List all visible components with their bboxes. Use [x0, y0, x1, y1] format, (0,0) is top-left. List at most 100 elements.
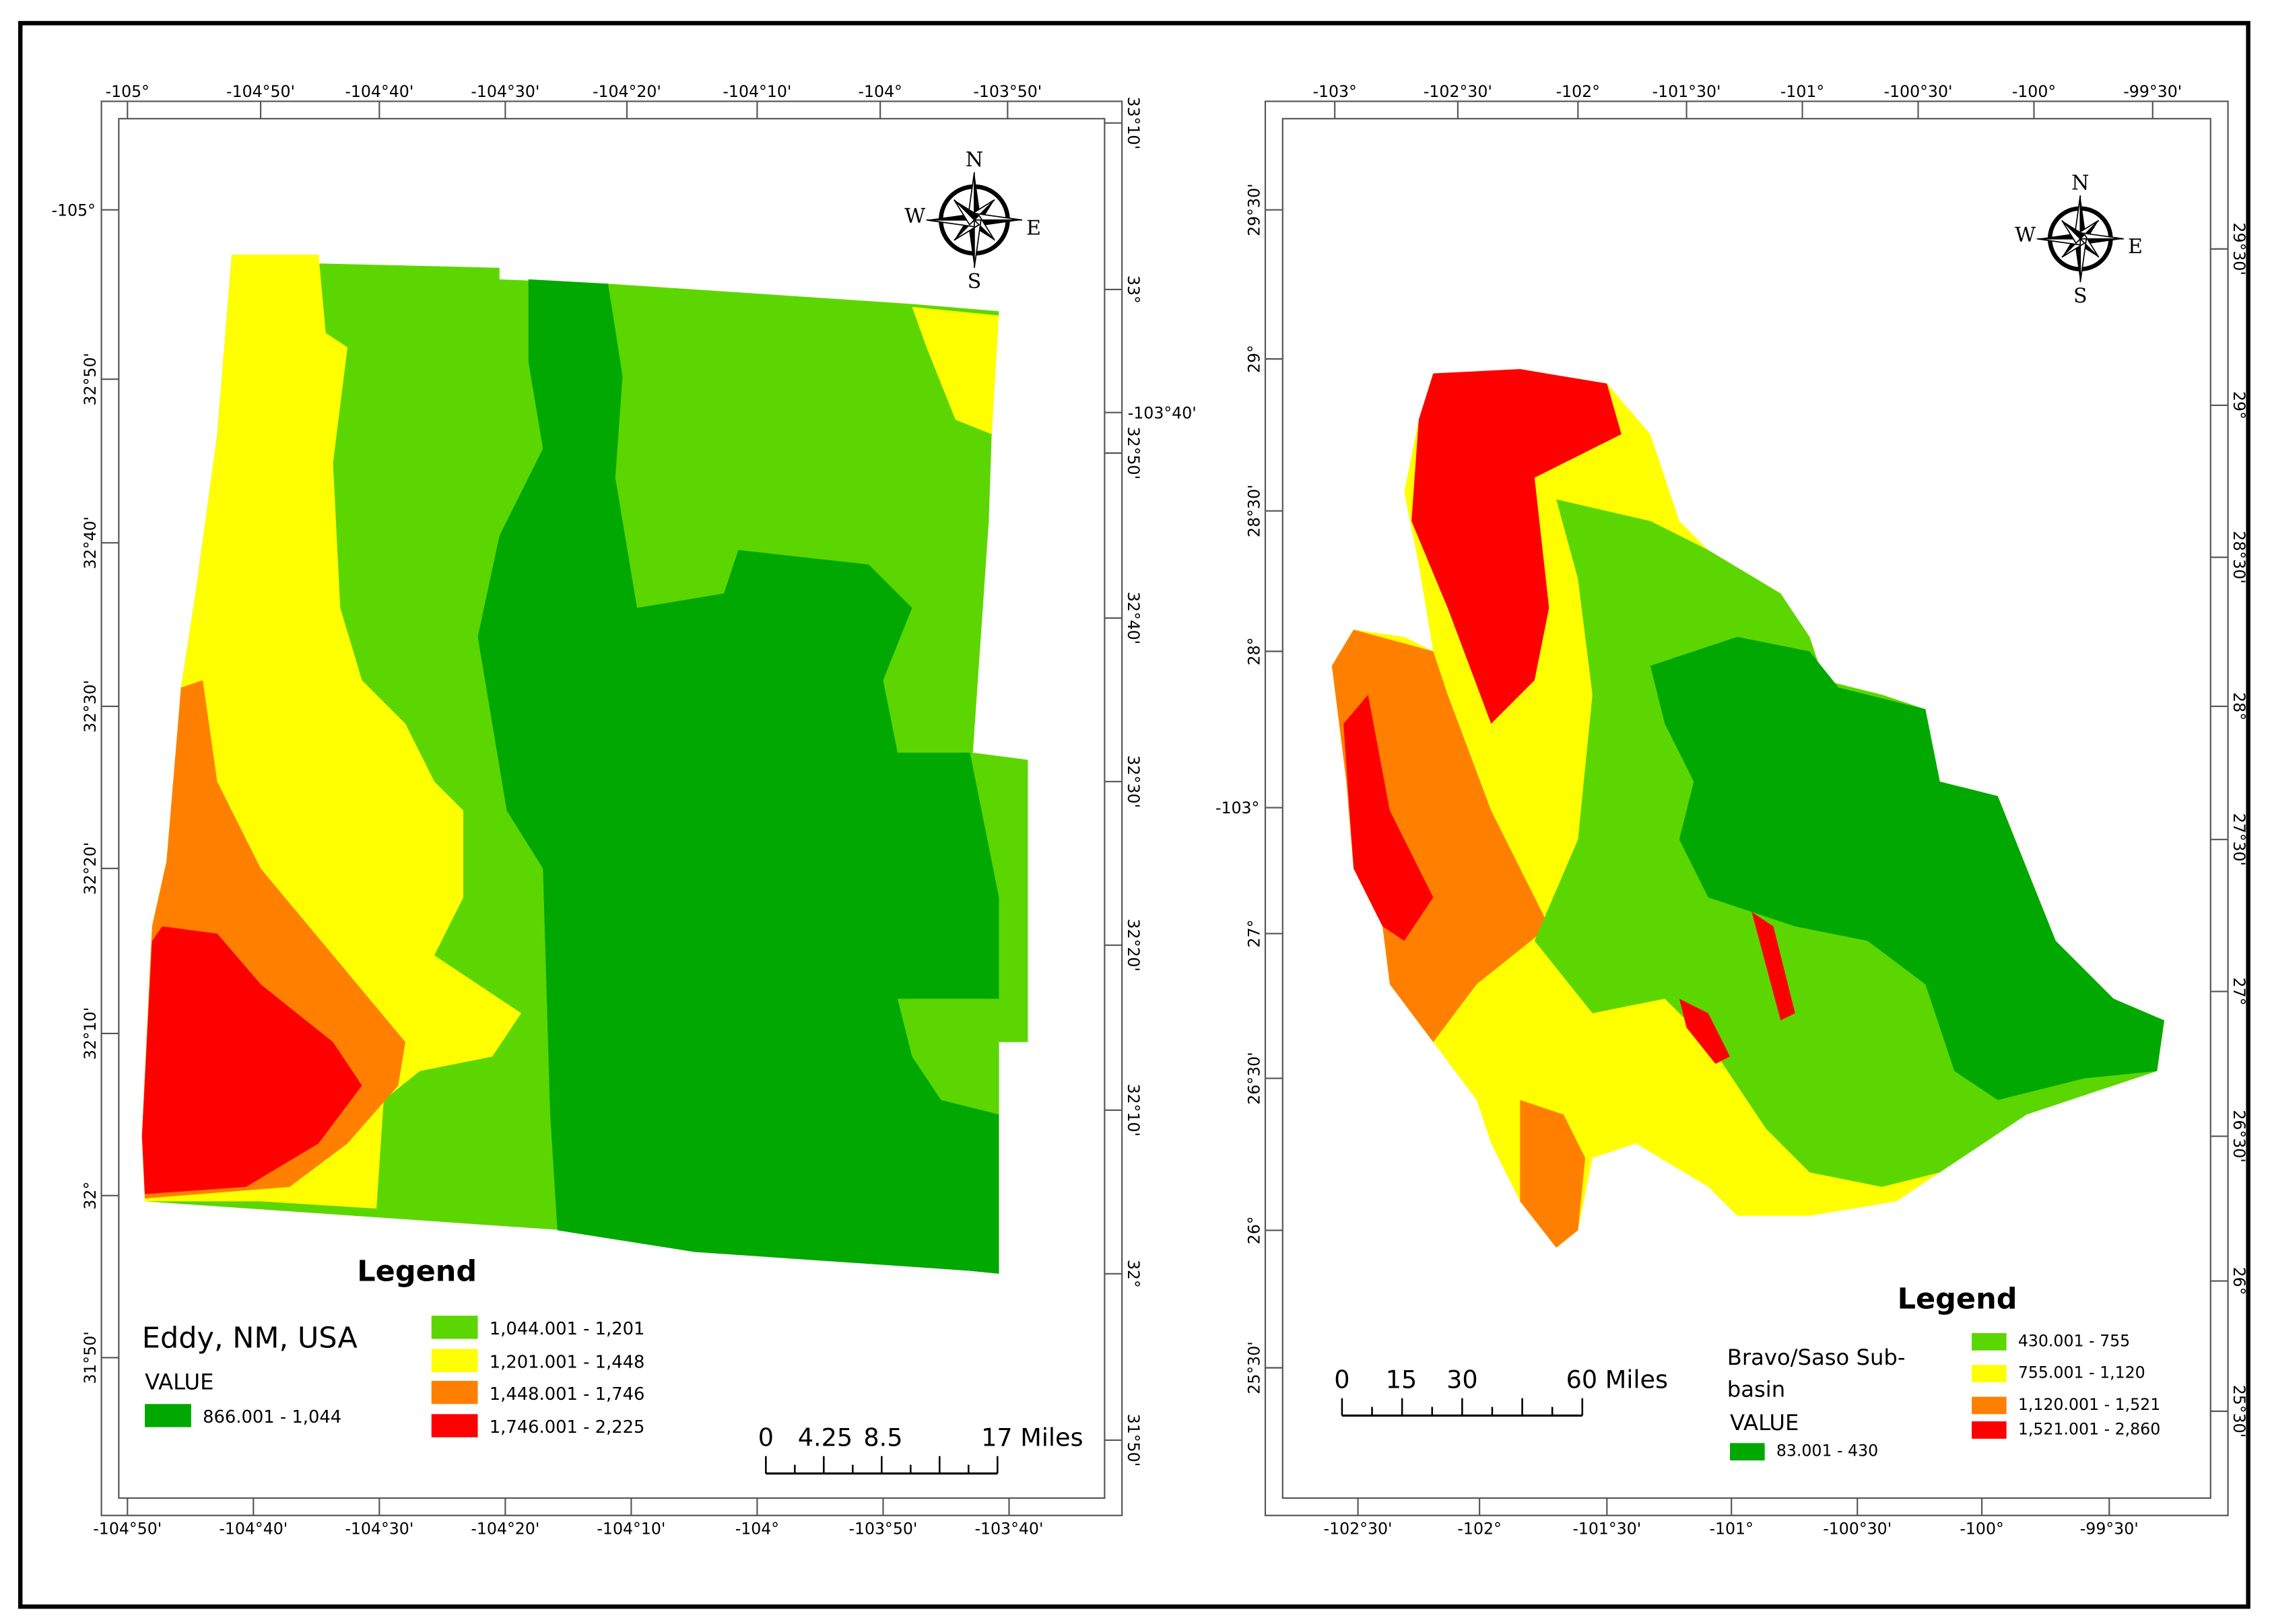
- compass-rose: N S E W: [904, 148, 1041, 294]
- longitude-label: -104°30': [471, 82, 539, 101]
- compass-point: [2036, 232, 2081, 239]
- compass-e: E: [1026, 216, 1041, 240]
- elevation-zone: [1520, 1099, 1586, 1248]
- longitude-label: -100°: [1960, 1520, 2003, 1538]
- legend-layer-name: Eddy, NM, USA: [142, 1321, 358, 1355]
- legend-field: VALUE: [1730, 1410, 1799, 1435]
- latitude-label: 26°: [1244, 1216, 1263, 1244]
- latitude-label: 31°50': [81, 1331, 100, 1384]
- latitude-label: 27°30': [2230, 813, 2248, 866]
- elevation-zone: [477, 279, 999, 1274]
- latitude-label: 32°20': [81, 842, 100, 895]
- maps: -105° -104°50' -104°40' -104°30' -104°20' -10…: [52, 82, 2249, 1538]
- latitude-label: 32°40': [1124, 592, 1143, 644]
- compass-n: N: [966, 148, 983, 172]
- compass-n: N: [2071, 172, 2089, 195]
- longitude-label: -104°: [735, 1520, 779, 1538]
- legend-label: 1,448.001 - 1,746: [490, 1384, 645, 1405]
- elevation-zone: [912, 306, 999, 434]
- latitude-label: 32°10': [81, 1007, 100, 1060]
- longitude-label: -104°40': [345, 82, 413, 101]
- legend-swatch: [431, 1316, 478, 1339]
- scale-label: 0: [758, 1423, 774, 1452]
- longitude-label: -100°30': [1823, 1520, 1892, 1538]
- legend-label: 83.001 - 430: [1776, 1442, 1878, 1460]
- compass-w: W: [904, 205, 925, 228]
- latitude-label: 29°: [2230, 391, 2248, 419]
- longitude-label: -103°40': [974, 1520, 1043, 1538]
- longitude-label: -103°50': [848, 1520, 917, 1538]
- legend-field: VALUE: [145, 1369, 213, 1395]
- compass-point: [954, 199, 979, 220]
- legend-label: 430.001 - 755: [2018, 1331, 2130, 1350]
- compass-point: [2080, 238, 2124, 245]
- latitude-label: 27°: [1244, 920, 1263, 948]
- longitude-label: -102°: [1556, 82, 1600, 101]
- outer-frame: [100, 100, 1123, 1516]
- latitude-label: 32°50': [81, 353, 100, 405]
- legend-title: Legend: [357, 1255, 477, 1289]
- latitude-label: 32°30': [1124, 755, 1143, 808]
- latitude-label: 28°30': [1244, 485, 1263, 537]
- legend-swatch: [145, 1404, 191, 1427]
- elevation-zone: [1343, 694, 1434, 941]
- longitude-label: -101°30': [1572, 1520, 1641, 1538]
- legend-label: 1,044.001 - 1,201: [490, 1319, 645, 1339]
- longitude-label: -99°30': [2123, 82, 2182, 101]
- scale-label: 17 Miles: [981, 1423, 1083, 1452]
- compass-point: [2074, 238, 2081, 283]
- legend-layer-name: basin: [1727, 1376, 1785, 1402]
- legend-swatch: [1972, 1332, 2007, 1351]
- latitude-label: 32°10': [1124, 1084, 1143, 1137]
- legend-label: 1,120.001 - 1,521: [2018, 1395, 2160, 1414]
- scale-label: 60 Miles: [1566, 1365, 1668, 1394]
- longitude-label: -104°10': [597, 1520, 665, 1538]
- longitude-label: -104°40': [219, 1520, 288, 1538]
- latitude-label: 28°: [1244, 637, 1263, 665]
- legend-swatch: [1730, 1443, 1765, 1461]
- longitude-label: -102°30': [1324, 1520, 1393, 1538]
- longitude-label: -104°50': [226, 82, 295, 101]
- latitude-label: 28°30': [2230, 531, 2248, 583]
- longitude-label: -100°: [2012, 82, 2056, 101]
- compass-point: [974, 219, 982, 268]
- longitude-label: -101°30': [1653, 82, 1721, 101]
- compass-point: [2036, 238, 2081, 246]
- legend-swatch: [1972, 1396, 2007, 1415]
- latitude-label: 26°30': [1244, 1052, 1263, 1104]
- legend-swatch: [431, 1414, 478, 1437]
- compass-point: [2079, 238, 2088, 283]
- longitude-label: -104°20': [593, 82, 661, 101]
- latitude-label: 31°50': [1124, 1414, 1143, 1466]
- longitude-label: -103°50': [973, 82, 1042, 101]
- elevation-zone: [141, 926, 362, 1194]
- compass-point: [2061, 219, 2081, 244]
- map-panel: -105° -104°50' -104°40' -104°30' -104°20' -10…: [52, 82, 1197, 1538]
- compass-point: [954, 199, 976, 226]
- longitude-label: -104°20': [471, 1520, 539, 1538]
- latitude-label: 29°: [1244, 345, 1263, 373]
- latitude-label: 25°30': [2230, 1385, 2248, 1437]
- latitude-label: 32°: [1124, 1260, 1143, 1288]
- compass-point: [2061, 220, 2085, 239]
- latitude-label: -103°40': [1128, 403, 1197, 422]
- scale-label: 15: [1386, 1365, 1417, 1394]
- legend-label: 1,201.001 - 1,448: [490, 1352, 645, 1372]
- elevation-zone: [1679, 999, 1731, 1064]
- scale-label: 8.5: [863, 1423, 902, 1452]
- scale-label: 0: [1334, 1365, 1349, 1394]
- compass-point: [974, 219, 1022, 227]
- latitude-label: -105°: [52, 201, 96, 219]
- map-frame: [118, 118, 1106, 1499]
- compass-e: E: [2128, 235, 2143, 259]
- map-panel: -103° -102°30' -102° -101°30' -101° -100°30' -…: [1215, 82, 2248, 1538]
- longitude-label: -104°10': [723, 82, 791, 101]
- latitude-label: 26°30': [2230, 1110, 2248, 1162]
- elevation-zone: [1751, 912, 1795, 1021]
- longitude-label: -99°30': [2080, 1520, 2139, 1538]
- elevation-zone: [1411, 369, 1622, 724]
- longitude-label: -100°30': [1884, 82, 1953, 101]
- compass-point: [967, 219, 974, 268]
- legend-label: 1,746.001 - 2,225: [490, 1417, 645, 1437]
- compass-point: [926, 219, 975, 228]
